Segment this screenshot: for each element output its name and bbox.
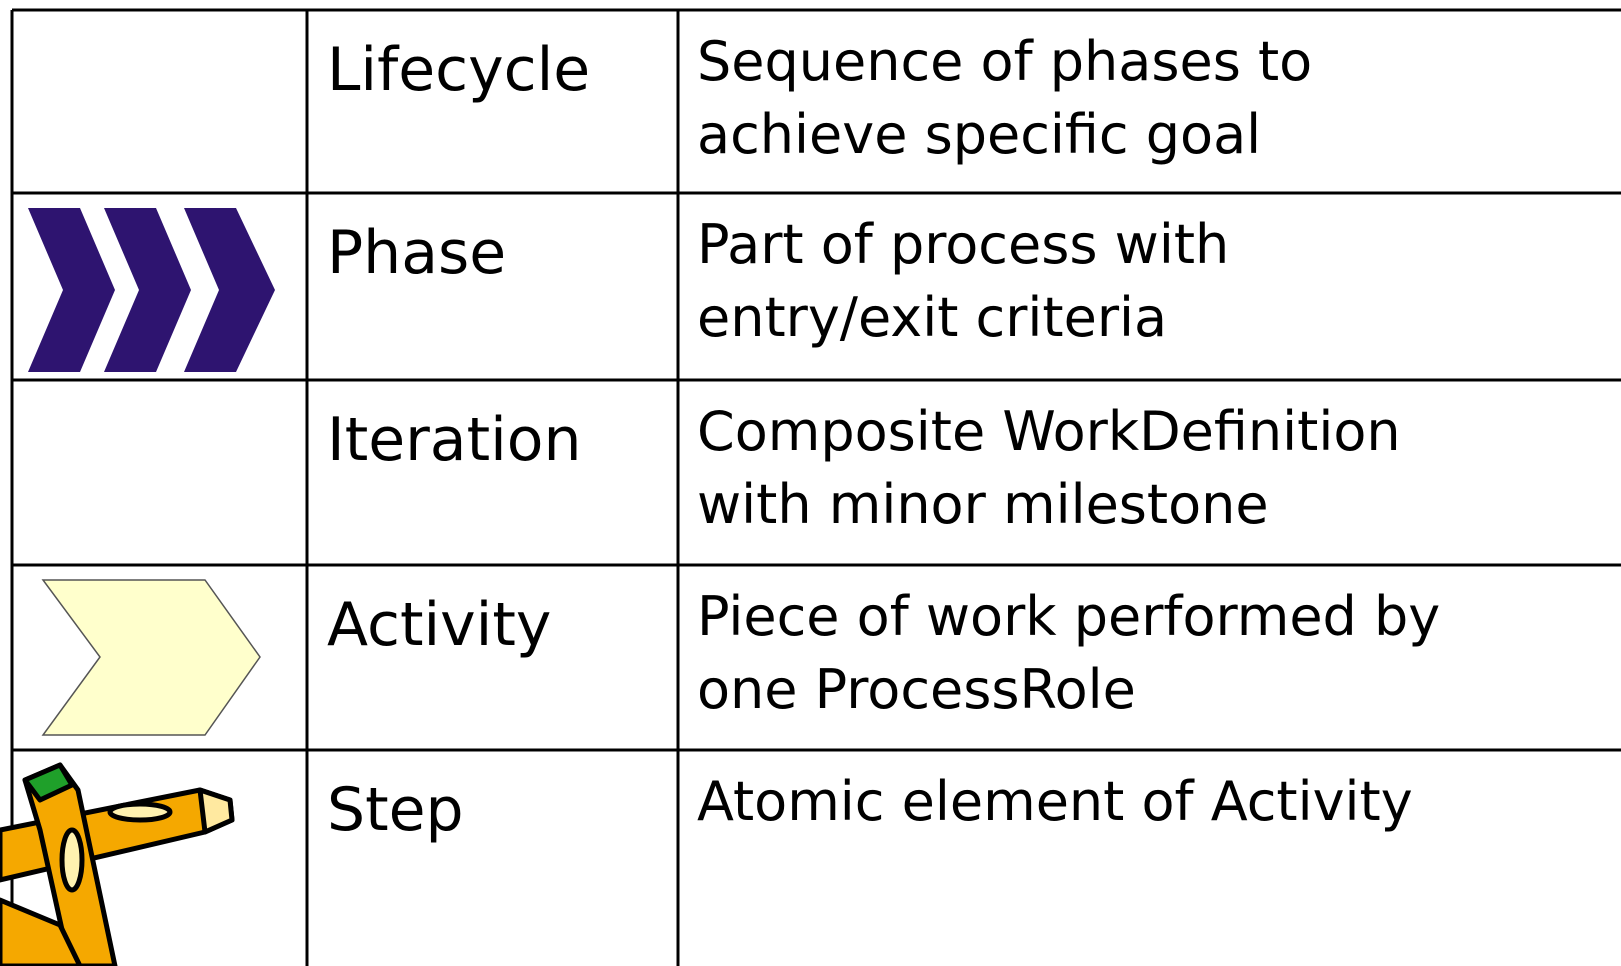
chevron (104, 208, 191, 372)
table-cells: Lifecycle Sequence of phases to achieve sp… (327, 30, 1440, 845)
pencil-tip (197, 787, 235, 835)
term-cell: Lifecycle (327, 35, 590, 105)
chevron (184, 208, 275, 372)
pencil-band (59, 827, 85, 893)
description-line: entry/exit criteria (697, 286, 1167, 349)
description-line: achieve specific goal (697, 103, 1261, 166)
description-line: Atomic element of Activity (697, 770, 1413, 833)
pencil-band (107, 801, 173, 823)
description-line: Composite WorkDefinition (697, 400, 1401, 463)
chevron (28, 208, 115, 372)
term-cell: Step (327, 775, 464, 845)
table-grid (10, 8, 1621, 966)
description-line: with minor milestone (697, 473, 1269, 536)
term-cell: Activity (327, 590, 551, 660)
term-cell: Phase (327, 218, 506, 288)
pencil (0, 897, 83, 966)
description-line: Piece of work performed by (697, 585, 1440, 648)
eraser (22, 762, 75, 803)
phase-icon (28, 208, 275, 372)
activity-icon (41, 579, 261, 736)
description-line: Sequence of phases to (697, 30, 1312, 93)
step-icon (0, 762, 235, 966)
description-line: Part of process with (697, 213, 1229, 276)
term-cell: Iteration (327, 405, 582, 475)
description-line: one ProcessRole (697, 658, 1136, 721)
